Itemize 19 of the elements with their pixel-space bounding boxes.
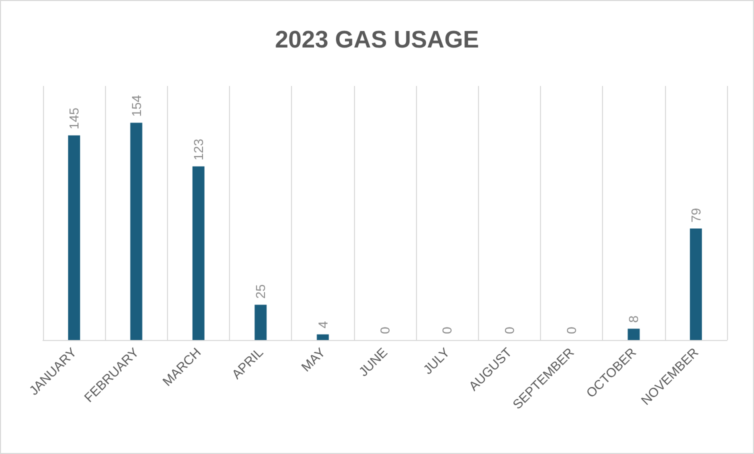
data-label: 4: [315, 321, 330, 328]
data-label: 79: [688, 208, 704, 223]
data-label: 0: [564, 326, 580, 334]
bar: [628, 328, 640, 340]
bar: [254, 304, 267, 340]
data-label: 0: [378, 326, 392, 334]
chart-title: 2023 GAS USAGE: [274, 26, 480, 54]
data-label: 123: [190, 138, 206, 160]
data-label: 8: [626, 315, 642, 323]
data-label: 145: [66, 108, 82, 130]
data-label: 0: [502, 326, 517, 334]
bar: [68, 135, 80, 340]
bar: [192, 166, 204, 340]
bar: [316, 334, 329, 340]
bar: [690, 228, 702, 340]
bar: [130, 122, 142, 340]
data-label: 154: [128, 94, 144, 117]
data-label: 0: [440, 326, 455, 334]
data-label: 25: [253, 284, 268, 299]
